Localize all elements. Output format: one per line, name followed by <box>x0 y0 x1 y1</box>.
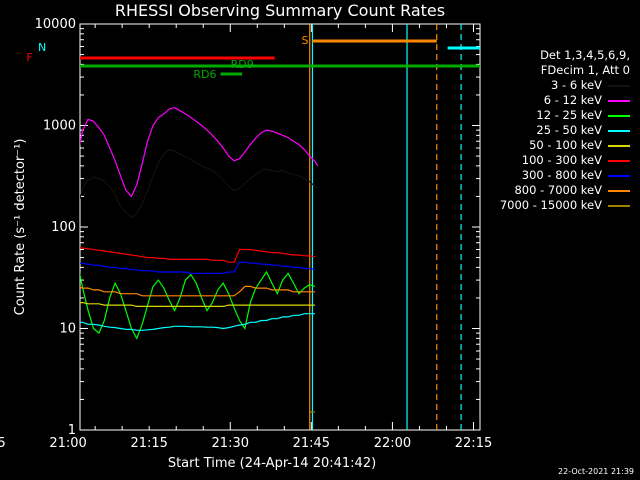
y-tick-label: 1 <box>68 423 76 438</box>
legend-swatch <box>608 174 630 177</box>
legend-entry-label: 25 - 50 keV <box>536 123 602 137</box>
legend: Det 1,3,4,5,6,9, FDecim 1, Att 0 3 - 6 k… <box>478 48 638 213</box>
series-line-1 <box>80 106 319 198</box>
generation-timestamp: 22-Oct-2021 21:39 <box>558 467 634 476</box>
legend-entry: 50 - 100 keV <box>478 138 638 153</box>
chart-title: RHESSI Observing Summary Count Rates <box>115 1 445 20</box>
legend-entry-label: 6 - 12 keV <box>543 93 602 107</box>
legend-header-line-2: FDecim 1, Att 0 <box>540 63 630 77</box>
series-line-3 <box>80 313 316 331</box>
legend-swatch <box>608 99 630 102</box>
plot-frame <box>79 23 481 431</box>
legend-entry: 800 - 7000 keV <box>478 183 638 198</box>
legend-entry-label: 7000 - 15000 keV <box>499 198 602 212</box>
x-tick-label: 21:15 <box>130 436 167 451</box>
y-tick-label: 100 <box>51 220 76 235</box>
series-line-7 <box>80 285 316 297</box>
series-line-2 <box>80 270 316 340</box>
x-tick-label: 21:00 <box>49 436 86 451</box>
flare-bar-label: F <box>26 51 32 64</box>
legend-entry: 300 - 800 keV <box>478 168 638 183</box>
legend-swatch <box>608 129 630 132</box>
rd9-bar-label: RD9 <box>231 58 254 71</box>
legend-swatch <box>608 84 630 87</box>
x-tick-label: 22:00 <box>374 436 411 451</box>
legend-swatch <box>608 189 630 192</box>
x-tick-label: 21:45 <box>293 436 330 451</box>
legend-entry-label: 12 - 25 keV <box>536 108 602 122</box>
series-line-0 <box>80 148 319 218</box>
legend-swatch <box>608 114 630 117</box>
series-line-4 <box>80 302 316 307</box>
y-axis-label: Count Rate (s⁻¹ detector⁻¹) <box>13 139 28 316</box>
series-line-5 <box>80 247 316 263</box>
y-tick-label: 10000 <box>35 17 76 32</box>
legend-swatch <box>608 204 630 207</box>
series-line-6 <box>80 261 316 274</box>
x-tick-label: 22:15 <box>455 436 492 451</box>
y-tick-label: 10 <box>59 322 76 337</box>
plot-area: 1 10 100 1000 10000 20:45 21:00 21:15 21:30 21:45… <box>0 17 492 451</box>
saa-bar-label: S <box>301 34 308 47</box>
night-bar-label: N <box>38 41 46 54</box>
x-tick-label: 20:45 <box>0 436 6 451</box>
legend-entry-label: 800 - 7000 keV <box>514 183 602 197</box>
x-axis-label: Start Time (24-Apr-14 20:41:42) <box>168 456 376 471</box>
y-tick-label: 1000 <box>43 119 76 134</box>
legend-entry: 6 - 12 keV <box>478 93 638 108</box>
rd6-bar-label: RD6 <box>193 68 216 81</box>
legend-entry: 100 - 300 keV <box>478 153 638 168</box>
legend-entry: 3 - 6 keV <box>478 78 638 93</box>
legend-swatch <box>608 159 630 162</box>
x-tick-label: 21:30 <box>212 436 249 451</box>
legend-entry-label: 100 - 300 keV <box>521 153 602 167</box>
legend-entry: 7000 - 15000 keV <box>478 198 638 213</box>
legend-header-line-1: Det 1,3,4,5,6,9, <box>540 48 630 62</box>
legend-entry: 25 - 50 keV <box>478 123 638 138</box>
legend-entry-label: 50 - 100 keV <box>529 138 602 152</box>
legend-entry-label: 300 - 800 keV <box>521 168 602 182</box>
legend-entry-label: 3 - 6 keV <box>551 78 602 92</box>
legend-swatch <box>608 144 630 147</box>
legend-entry: 12 - 25 keV <box>478 108 638 123</box>
